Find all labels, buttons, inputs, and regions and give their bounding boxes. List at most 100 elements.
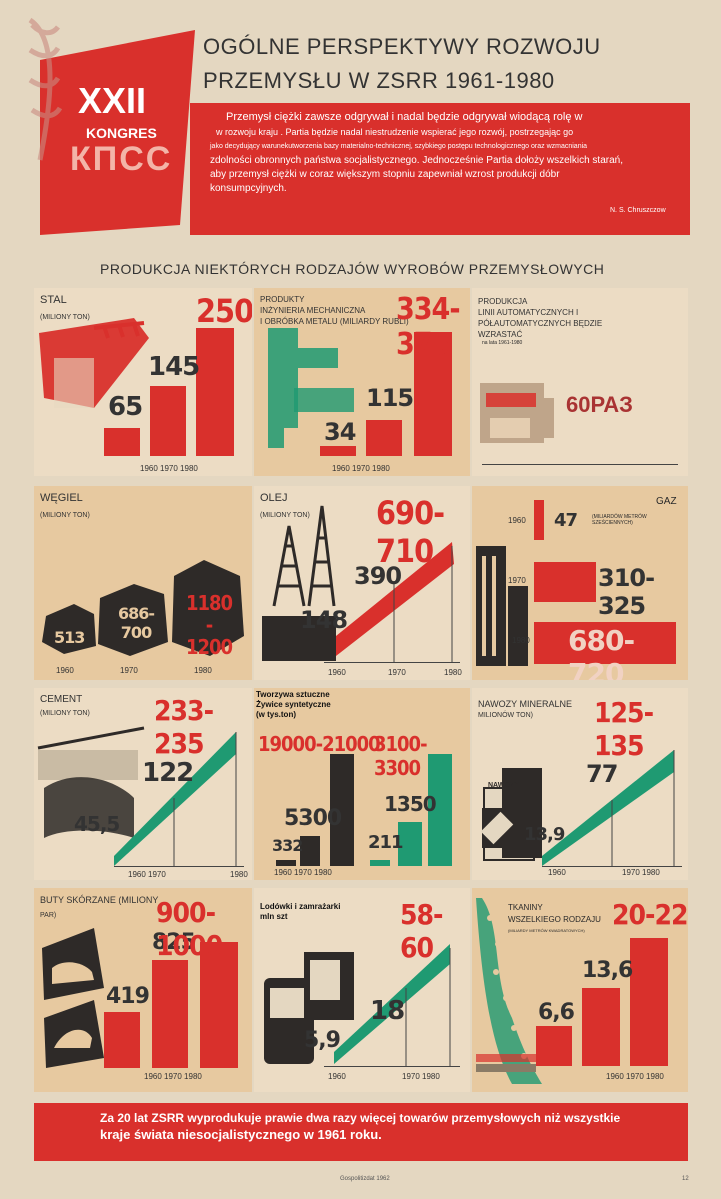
- fabrics-value-1960: 6,6: [538, 1000, 575, 1025]
- gas-plant-illustration: [476, 546, 528, 666]
- gas-year-1980: 1980: [512, 636, 530, 645]
- fridges-chart: [264, 944, 451, 1066]
- machinery-title: PRODUKTY INŻYNIERIA MECHANICZNA I OBRÓBKA …: [260, 295, 409, 326]
- plastics-panel: Tworzywa sztuczne Żywice syntetyczne (w ty…: [254, 688, 470, 880]
- fabrics-panel: TKANINY WSZELKIEGO RODZAJU (MILIARDY METR…: [472, 888, 688, 1092]
- shoes-bar-1960: [104, 1012, 140, 1068]
- cement-panel: CEMENT (MILIONY TON) 45,5 122 233-235 196…: [34, 688, 252, 880]
- steel-bar-1970: [150, 386, 186, 456]
- plastics-bar-1970: [300, 836, 320, 866]
- gas-title: GAZ: [656, 496, 677, 507]
- footer-banner: Za 20 lat ZSRR wyprodukuje prawie dwa ra…: [34, 1103, 688, 1161]
- fridges-panel: Lodówki i zamrażarki mln szt 5,9 18 58-60…: [254, 888, 470, 1092]
- main-title-line2: PRZEMYSŁU W ZSRR 1961-1980: [203, 68, 555, 93]
- plastics-value-1980: 19000-21000: [258, 732, 381, 756]
- shoes-title: BUTY SKÓRZANE (MILIONY PAR): [40, 895, 159, 919]
- fabrics-value-1970: 13,6: [582, 958, 633, 983]
- steel-unit: (MILIONY TON): [40, 314, 90, 321]
- machinery-value-1960: 34: [324, 418, 356, 446]
- resins-value-1970: 1350: [384, 792, 437, 816]
- fabric-roll-illustration: [476, 898, 542, 1084]
- shoes-years: 1960 1970 1980: [144, 1072, 202, 1081]
- plastics-bar-1980: [330, 754, 354, 866]
- fabrics-bar-1960: [536, 1026, 572, 1066]
- cement-chart: [37, 726, 237, 866]
- footer-line1: Za 20 lat ZSRR wyprodukuje prawie dwa ra…: [100, 1111, 621, 1125]
- shoes-value-1960: 419: [106, 984, 150, 1009]
- footer-line2: kraje świata niesocjalistycznego w 1961 …: [100, 1127, 382, 1142]
- fridges-years-7080: 1970 1980: [402, 1072, 440, 1081]
- fridges-title: Lodówki i zamrażarki mln szt: [260, 902, 341, 921]
- oil-panel: OLEJ (MILIONY TON) 148 390 690-710 1960 1…: [254, 486, 470, 680]
- quote-author: N. S. Chruszczow: [610, 207, 666, 214]
- oil-value-1960: 148: [300, 606, 348, 634]
- coal-title: WĘGIEL (MILIONY TON): [40, 492, 90, 519]
- red-flag-emblem: [28, 17, 195, 235]
- shoes-value-1970: 825: [152, 930, 196, 955]
- publisher: Gospolitizdat 1962: [340, 1176, 390, 1182]
- cement-title: CEMENT (MILIONY TON): [40, 694, 90, 717]
- lines-value: 60РАЗ: [566, 392, 633, 417]
- fabrics-value-1980: 20-22: [612, 898, 688, 931]
- shoes-bar-1970: [152, 960, 188, 1068]
- fridges-value-1960: 5,9: [304, 1028, 341, 1053]
- cement-years-6070: 1960 1970: [128, 870, 166, 879]
- fertilizer-chart: [480, 750, 675, 866]
- coal-panel: WĘGIEL (MILIONY TON) 513 686-700 1180 - 1…: [34, 486, 252, 680]
- party-name: КПСС: [70, 140, 173, 178]
- quote-line4: zdolności obronnych państwa socjalistycz…: [210, 155, 623, 166]
- gas-panel: GAZ (MILIARDÓW METRÓW SZEŚCIENNYCH) 1960…: [472, 486, 688, 680]
- main-title-line1: OGÓLNE PERSPEKTYWY ROZWOJU: [203, 34, 601, 59]
- gas-value-1970: 310-325: [598, 564, 655, 620]
- steel-years: 1960 1970 1980: [140, 464, 198, 473]
- quote-line5: aby przemysł ciężki w coraz większym sto…: [210, 169, 560, 180]
- coal-value-1960: 513: [54, 628, 85, 647]
- oil-axis: [324, 662, 460, 663]
- fabrics-bar-1980: [630, 938, 668, 1066]
- plastics-value-1960: 332: [272, 836, 303, 855]
- machinery-value-1970: 115: [366, 384, 414, 412]
- steel-panel: STAL (MILIONY TON) 65 145 250 1960 1970 1…: [34, 288, 252, 476]
- fabrics-unit: (MILIARDY METRÓW KWADRATOWYCH): [508, 928, 585, 933]
- fridges-value-1980: 58-60: [400, 898, 444, 964]
- gas-bar-1970: [534, 562, 596, 602]
- fridges-axis: [324, 1066, 460, 1067]
- cement-axis: [114, 866, 244, 867]
- cement-value-1980: 233-235: [154, 694, 214, 760]
- quote-line1: Przemysł ciężki zawsze odgrywał i nadal …: [226, 111, 583, 123]
- coal-value-1970: 686-700: [117, 604, 155, 642]
- congress-word: KONGRES: [86, 125, 157, 141]
- quote-line6: konsumpcyjnych.: [210, 183, 287, 194]
- fabrics-bar-1970: [582, 988, 620, 1066]
- lines-title: PRODUKCJA LINII AUTOMATYCZNYCH I PÓŁAUTOMA…: [478, 297, 603, 339]
- quote-box: Przemysł ciężki zawsze odgrywał i nadal …: [190, 103, 690, 235]
- lines-panel: PRODUKCJA LINII AUTOMATYCZNYCH I PÓŁAUTOMA…: [472, 288, 688, 476]
- machine-line-illustration: [480, 383, 554, 443]
- steel-value-1980: 250: [196, 292, 252, 330]
- resins-bar-1970: [398, 822, 422, 866]
- coal-year-1960: 1960: [56, 666, 74, 675]
- resins-bar-1960: [370, 860, 390, 866]
- fridges-value-1970: 18: [370, 996, 405, 1026]
- fridges-year-1960: 1960: [328, 1072, 346, 1081]
- plastics-years: 1960 1970 1980: [274, 868, 332, 877]
- machinery-bar-1970: [366, 420, 402, 456]
- fertilizer-year-1960: 1960: [548, 868, 566, 877]
- shoes-value-1980: 900-1000: [156, 896, 223, 962]
- plastics-title: Tworzywa sztuczne Żywice syntetyczne (w ty…: [256, 690, 331, 719]
- lines-period: na lata 1961-1980: [482, 340, 523, 346]
- congress-number: XXII: [78, 80, 147, 121]
- steel-value-1970: 145: [148, 352, 200, 382]
- cement-value-1960: 45,5: [74, 812, 120, 836]
- fertilizer-bag-label: NAWOZY: [488, 782, 519, 789]
- oil-title: OLEJ (MILIONY TON): [260, 492, 310, 519]
- oil-value-1970: 390: [354, 562, 402, 590]
- steel-value-1960: 65: [108, 392, 143, 422]
- coal-value-1980: 1180 - 1200: [185, 591, 233, 659]
- fertilizer-axis: [542, 866, 682, 867]
- fertilizer-value-1980: 125-135: [594, 696, 654, 762]
- machinery-value-1980: 334-375: [396, 292, 461, 362]
- resins-value-1960: 211: [368, 832, 404, 853]
- gas-unit: (MILIARDÓW METRÓW SZEŚCIENNYCH): [592, 514, 647, 526]
- cement-value-1970: 122: [142, 758, 194, 788]
